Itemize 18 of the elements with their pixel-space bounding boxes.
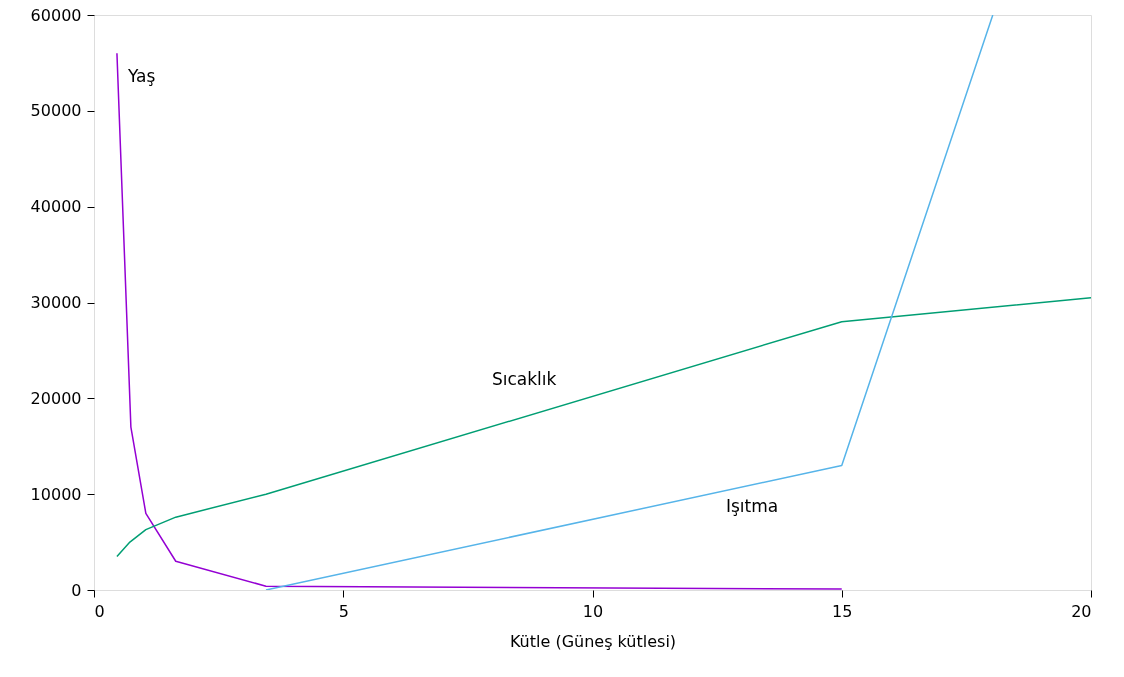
series-label: Işıtma (726, 496, 779, 516)
x-tick-label: 0 (94, 601, 105, 621)
y-tick-label: 40000 (30, 197, 82, 217)
x-tick-label: 20 (1071, 601, 1092, 621)
series-label: Yaş (127, 66, 156, 86)
x-tick-label: 10 (582, 601, 604, 621)
line-series (116, 52, 843, 590)
y-tick-label: 50000 (30, 101, 82, 121)
x-axis-title: Kütle (Güneş kütlesi) (509, 631, 677, 651)
y-tick-label: 10000 (30, 484, 82, 504)
y-tick-label: 30000 (30, 293, 82, 312)
series-label: Sıcaklık (492, 369, 557, 389)
x-tick-label: 15 (832, 601, 853, 621)
y-tick-label: 60000 (30, 5, 82, 25)
y-tick-label: 20000 (30, 388, 82, 408)
line-series (116, 296, 1091, 558)
x-tick-label: 5 (338, 601, 349, 621)
y-tick-label: 0 (71, 580, 82, 600)
